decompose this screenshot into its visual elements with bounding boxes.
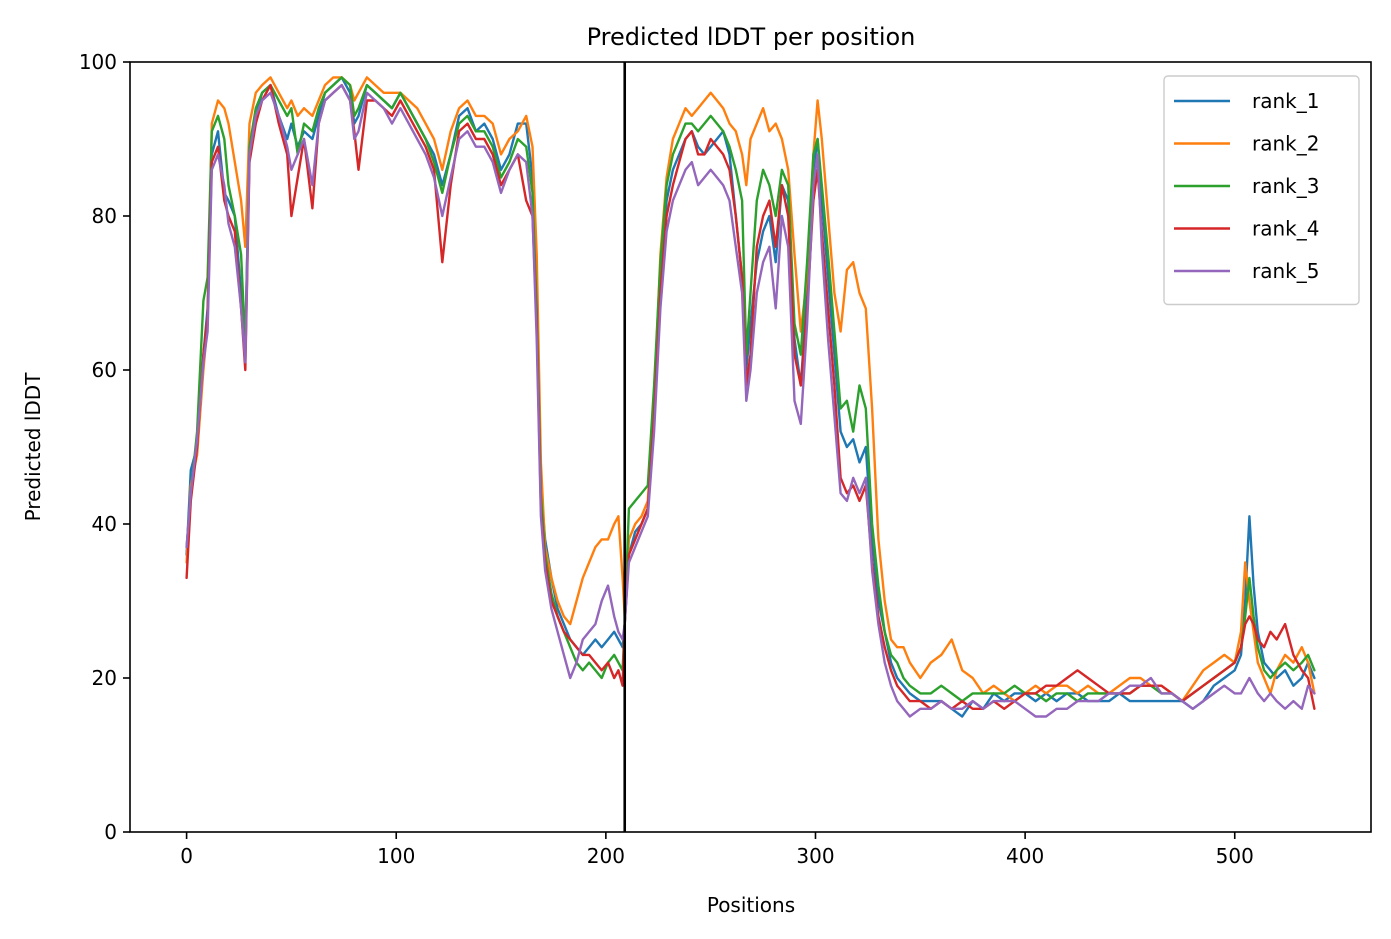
y-tick-label: 60 xyxy=(92,358,117,382)
x-axis-ticks: 0 100 200 300 400 500 xyxy=(180,832,1254,868)
legend-label-rank_3: rank_3 xyxy=(1252,174,1319,198)
legend-label-rank_2: rank_2 xyxy=(1252,132,1319,156)
y-axis-label: Predicted lDDT xyxy=(21,372,45,522)
legend: rank_1 rank_2 rank_3 rank_4 rank_5 xyxy=(1163,75,1360,306)
x-tick-label: 100 xyxy=(377,844,415,868)
series-line-rank_3 xyxy=(185,76,1316,703)
legend-box xyxy=(1163,75,1360,306)
legend-label-rank_5: rank_5 xyxy=(1252,259,1319,283)
legend-label-rank_1: rank_1 xyxy=(1252,89,1319,113)
x-tick-label: 400 xyxy=(1006,844,1044,868)
legend-label-rank_4: rank_4 xyxy=(1252,217,1319,241)
x-tick-label: 500 xyxy=(1216,844,1254,868)
x-tick-label: 300 xyxy=(796,844,834,868)
x-tick-label: 0 xyxy=(180,844,193,868)
chart-title: Predicted lDDT per position xyxy=(587,23,916,51)
x-axis-label: Positions xyxy=(707,893,795,917)
y-tick-label: 20 xyxy=(92,666,117,690)
y-axis-ticks: 0 20 40 60 80 100 xyxy=(79,50,130,844)
plot-area xyxy=(129,61,1372,833)
series-line-rank_5 xyxy=(185,83,1316,718)
y-tick-label: 40 xyxy=(92,512,117,536)
axes-frame xyxy=(129,61,1372,833)
x-tick-label: 200 xyxy=(587,844,625,868)
y-tick-label: 100 xyxy=(79,50,117,74)
y-tick-label: 80 xyxy=(92,204,117,228)
y-tick-label: 0 xyxy=(104,820,117,844)
